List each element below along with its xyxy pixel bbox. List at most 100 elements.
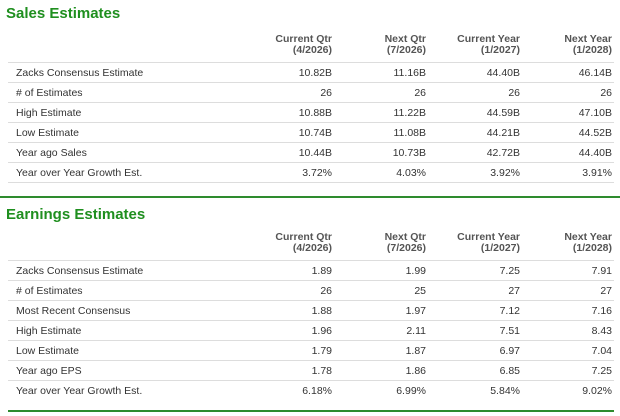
cell-value: 44.21B (486, 126, 520, 139)
cell-value: 26 (508, 86, 520, 99)
row-label: High Estimate (16, 106, 82, 119)
cell-value: 9.02% (582, 384, 612, 397)
cell-value: 7.16 (591, 304, 612, 317)
earnings-bottom-divider (8, 410, 614, 412)
row-label: # of Estimates (16, 86, 83, 99)
cell-value: 3.92% (490, 166, 520, 179)
cell-value: 7.91 (591, 264, 612, 277)
cell-value: 1.96 (311, 324, 332, 337)
cell-value: 11.08B (393, 126, 427, 139)
cell-value: 5.84% (490, 384, 520, 397)
row-label: Zacks Consensus Estimate (16, 264, 144, 277)
sales-estimates-header: Sales Estimates (0, 0, 620, 34)
table-row: # of Estimates 26 26 26 26 (8, 82, 614, 103)
cell-value: 7.12 (499, 304, 520, 317)
earnings-col-next-qtr: Next Qtr (7/2026) (384, 231, 426, 254)
sales-estimates-title: Sales Estimates (6, 5, 121, 22)
table-row: Low Estimate 10.74B 11.08B 44.21B 44.52B (8, 122, 614, 143)
earnings-col-current-qtr: Current Qtr (4/2026) (275, 231, 332, 254)
earnings-estimates-table: Current Qtr (4/2026) Next Qtr (7/2026) Cur… (8, 232, 614, 401)
sales-col-next-year: Next Year (1/2028) (564, 33, 612, 56)
cell-value: 27 (600, 284, 612, 297)
cell-value: 27 (508, 284, 520, 297)
table-row: Most Recent Consensus 1.88 1.97 7.12 7.1… (8, 300, 614, 321)
cell-value: 7.04 (591, 344, 612, 357)
cell-value: 44.52B (578, 126, 612, 139)
row-label: High Estimate (16, 324, 82, 337)
cell-value: 6.97 (499, 344, 520, 357)
cell-value: 7.25 (591, 364, 612, 377)
cell-value: 7.25 (499, 264, 520, 277)
cell-value: 11.22B (393, 106, 427, 119)
cell-value: 10.88B (298, 106, 332, 119)
cell-value: 6.99% (396, 384, 426, 397)
cell-value: 11.16B (393, 66, 427, 79)
cell-value: 44.40B (578, 146, 612, 159)
cell-value: 26 (320, 284, 332, 297)
cell-value: 1.97 (405, 304, 426, 317)
sales-col-current-year: Current Year (1/2027) (457, 33, 520, 56)
cell-value: 7.51 (499, 324, 520, 337)
cell-value: 26 (320, 86, 332, 99)
cell-value: 44.40B (486, 66, 520, 79)
table-row: Low Estimate 1.79 1.87 6.97 7.04 (8, 340, 614, 361)
table-row: Year over Year Growth Est. 6.18% 6.99% 5… (8, 380, 614, 401)
earnings-estimates-section: Earnings Estimates Current Qtr (4/2026) N… (0, 196, 620, 412)
row-label: Zacks Consensus Estimate (16, 66, 144, 79)
row-label: Year over Year Growth Est. (16, 384, 143, 397)
cell-value: 25 (414, 284, 426, 297)
cell-value: 26 (414, 86, 426, 99)
cell-value: 42.72B (486, 146, 520, 159)
earnings-col-next-year: Next Year (1/2028) (564, 231, 612, 254)
cell-value: 6.18% (302, 384, 332, 397)
table-row: High Estimate 10.88B 11.22B 44.59B 47.10… (8, 102, 614, 123)
table-row: Year ago EPS 1.78 1.86 6.85 7.25 (8, 360, 614, 381)
cell-value: 2.11 (406, 324, 426, 337)
cell-value: 3.72% (302, 166, 332, 179)
row-label: Year ago EPS (16, 364, 82, 377)
sales-header-row: Current Qtr (4/2026) Next Qtr (7/2026) Cur… (8, 34, 614, 63)
earnings-estimates-title: Earnings Estimates (6, 206, 146, 223)
earnings-col-current-year: Current Year (1/2027) (457, 231, 520, 254)
cell-value: 4.03% (396, 166, 426, 179)
row-label: Year over Year Growth Est. (16, 166, 143, 179)
table-row: Year ago Sales 10.44B 10.73B 42.72B 44.4… (8, 142, 614, 163)
table-row: Zacks Consensus Estimate 10.82B 11.16B 4… (8, 62, 614, 83)
earnings-header-row: Current Qtr (4/2026) Next Qtr (7/2026) Cur… (8, 232, 614, 261)
cell-value: 1.99 (405, 264, 426, 277)
earnings-header-label (8, 232, 238, 261)
cell-value: 46.14B (578, 66, 612, 79)
cell-value: 1.78 (311, 364, 332, 377)
earnings-estimates-header: Earnings Estimates (0, 196, 620, 232)
table-row: Zacks Consensus Estimate 1.89 1.99 7.25 … (8, 260, 614, 281)
cell-value: 1.89 (311, 264, 332, 277)
sales-bottom-divider (8, 182, 614, 183)
sales-header-label (8, 34, 238, 63)
row-label: Most Recent Consensus (16, 304, 131, 317)
cell-value: 10.74B (298, 126, 332, 139)
cell-value: 8.43 (591, 324, 612, 337)
cell-value: 3.91% (582, 166, 612, 179)
table-row: Year over Year Growth Est. 3.72% 4.03% 3… (8, 162, 614, 183)
row-label: Low Estimate (16, 344, 80, 357)
cell-value: 26 (600, 86, 612, 99)
row-label: Year ago Sales (16, 146, 87, 159)
cell-value: 47.10B (578, 106, 612, 119)
cell-value: 10.44B (298, 146, 332, 159)
sales-col-current-qtr: Current Qtr (4/2026) (275, 33, 332, 56)
cell-value: 1.86 (405, 364, 426, 377)
cell-value: 1.79 (311, 344, 332, 357)
row-label: Low Estimate (16, 126, 80, 139)
sales-estimates-table: Current Qtr (4/2026) Next Qtr (7/2026) Cur… (8, 34, 614, 183)
sales-col-next-qtr: Next Qtr (7/2026) (384, 33, 426, 56)
sales-estimates-section: Sales Estimates Current Qtr (4/2026) Next… (0, 0, 620, 183)
cell-value: 6.85 (499, 364, 520, 377)
table-row: High Estimate 1.96 2.11 7.51 8.43 (8, 320, 614, 341)
cell-value: 1.88 (311, 304, 332, 317)
cell-value: 44.59B (486, 106, 520, 119)
cell-value: 10.73B (392, 146, 426, 159)
cell-value: 1.87 (405, 344, 426, 357)
table-row: # of Estimates 26 25 27 27 (8, 280, 614, 301)
row-label: # of Estimates (16, 284, 83, 297)
cell-value: 10.82B (298, 66, 332, 79)
